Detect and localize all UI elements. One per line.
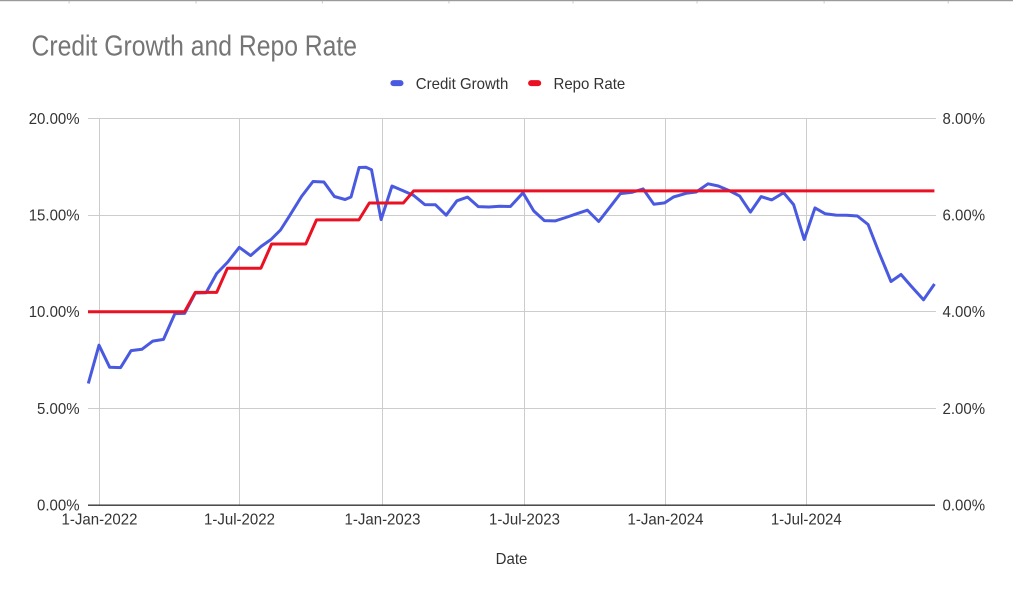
svg-text:Date: Date: [496, 551, 528, 568]
svg-text:6.00%: 6.00%: [943, 208, 986, 225]
svg-text:Repo Rate: Repo Rate: [554, 76, 626, 93]
svg-text:1-Jul-2024: 1-Jul-2024: [771, 512, 842, 529]
svg-text:2.00%: 2.00%: [943, 401, 986, 418]
svg-text:10.00%: 10.00%: [29, 304, 80, 321]
svg-text:Credit Growth: Credit Growth: [416, 76, 509, 93]
svg-text:20.00%: 20.00%: [29, 111, 80, 128]
svg-text:1-Jan-2023: 1-Jan-2023: [345, 512, 421, 529]
svg-text:1-Jan-2022: 1-Jan-2022: [62, 512, 138, 529]
svg-text:15.00%: 15.00%: [29, 208, 80, 225]
svg-text:Credit Growth and Repo Rate: Credit Growth and Repo Rate: [32, 30, 358, 62]
svg-text:4.00%: 4.00%: [943, 304, 986, 321]
svg-text:0.00%: 0.00%: [943, 498, 986, 515]
svg-text:1-Jul-2022: 1-Jul-2022: [204, 512, 275, 529]
svg-text:8.00%: 8.00%: [943, 111, 986, 128]
svg-text:5.00%: 5.00%: [37, 401, 80, 418]
svg-text:1-Jul-2023: 1-Jul-2023: [489, 512, 560, 529]
svg-text:0.00%: 0.00%: [37, 498, 80, 515]
svg-text:1-Jan-2024: 1-Jan-2024: [628, 512, 704, 529]
